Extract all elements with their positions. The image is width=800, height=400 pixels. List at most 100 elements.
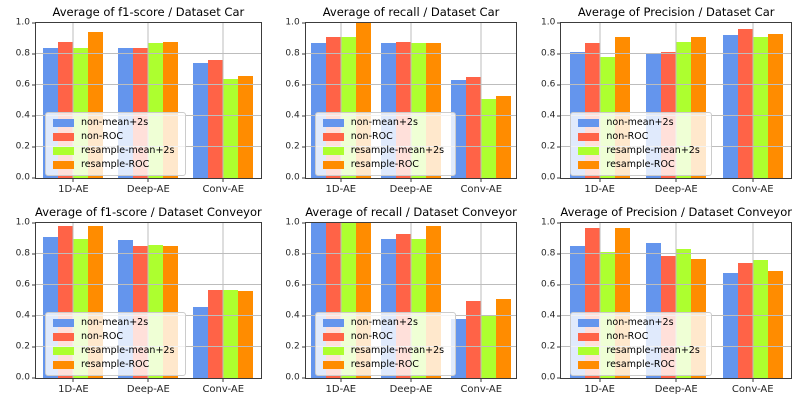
x-tick (222, 178, 224, 182)
y-tick-label: 0.6 (15, 279, 30, 290)
bar-resample-ROC-Conv-AE (767, 271, 783, 378)
y-tick (32, 22, 36, 24)
v-gridline (675, 223, 677, 378)
bar-resample-ROC-Conv-AE (238, 291, 254, 378)
y-tick-label: 1.0 (285, 17, 300, 28)
y-tick-label: 0.0 (285, 172, 300, 183)
bar-group-Conv-AE (446, 23, 516, 178)
plot-area: 0.0 0.2 0.4 0.6 0.8 1.0 1D-AE Deep-AE Conv-AE non… (16, 18, 262, 195)
y-tick-label: 0.4 (15, 110, 30, 121)
legend-swatch-resample-ROC (578, 161, 600, 169)
y-tick (32, 346, 36, 348)
y-tick (557, 315, 562, 317)
x-tick-label: Conv-AE (460, 184, 503, 195)
x-tick-label: 1D-AE (584, 384, 615, 395)
x-tick-label: Deep-AE (126, 184, 170, 195)
y-tick (301, 177, 306, 179)
legend-item: resample-ROC (53, 359, 174, 371)
chart-f1-score-car: Average of f1-score / Dataset Car 0.0 0.2… (0, 0, 270, 200)
legend-swatch-resample-mean+2s (578, 147, 600, 155)
x-tick-label: Deep-AE (654, 384, 698, 395)
x-tick-label: Conv-AE (731, 184, 774, 195)
y-tick (32, 115, 36, 117)
y-tick-label: 0.4 (15, 310, 30, 321)
x-tick-label: 1D-AE (584, 184, 615, 195)
v-gridline (752, 223, 754, 378)
legend-swatch-resample-mean+2s (322, 147, 344, 155)
legend-item: resample-mean+2s (578, 145, 700, 157)
legend-swatch-resample-mean+2s (578, 347, 600, 355)
legend-label: resample-mean+2s (350, 145, 445, 156)
y-tick (301, 53, 306, 55)
legend-swatch-non-ROC (53, 333, 74, 341)
legend-swatch-resample-mean+2s (53, 147, 74, 155)
bar-non-ROC-Conv-AE (208, 60, 224, 178)
legend-label: non-mean+2s (81, 117, 149, 128)
y-tick-label: 1.0 (541, 217, 556, 228)
y-tick-label: 0.0 (15, 372, 30, 383)
y-tick-label: 0.4 (541, 110, 556, 121)
v-gridline (147, 223, 149, 378)
bar-resample-ROC-Conv-AE (767, 33, 783, 178)
legend-item: resample-mean+2s (53, 145, 174, 157)
bar-resample-mean+2s-Conv-AE (752, 260, 768, 378)
legend-item: resample-mean+2s (322, 145, 445, 157)
legend-swatch-non-ROC (53, 133, 74, 141)
legend-label: non-mean+2s (606, 317, 674, 328)
legend: non-mean+2s non-ROC resample-mean+2s resamp… (314, 112, 457, 176)
y-tick (301, 222, 306, 224)
y-tick (301, 346, 306, 348)
y-tick (301, 22, 306, 24)
y-tick-label: 0.4 (541, 310, 556, 321)
bar-non-ROC-Conv-AE (737, 263, 753, 378)
bar-non-ROC-Conv-AE (737, 29, 753, 178)
legend-swatch-non-mean+2s (578, 319, 600, 327)
y-tick (557, 22, 562, 24)
y-tick-label: 0.6 (541, 279, 556, 290)
legend: non-mean+2s non-ROC resample-mean+2s resamp… (570, 112, 712, 176)
y-tick (557, 84, 562, 86)
v-gridline (599, 223, 601, 378)
v-gridline (222, 223, 224, 378)
bar-non-ROC-Conv-AE (208, 289, 224, 378)
bar-non-ROC-Conv-AE (466, 300, 482, 378)
legend-swatch-resample-ROC (578, 361, 600, 369)
legend-swatch-resample-mean+2s (53, 347, 74, 355)
y-tick (301, 84, 306, 86)
y-tick-label: 0.6 (15, 79, 30, 90)
y-tick-label: 0.6 (541, 79, 556, 90)
v-gridline (340, 23, 342, 178)
plot-area: 0.0 0.2 0.4 0.6 0.8 1.0 1D-AE Deep-AE Conv-AE non… (541, 18, 792, 195)
bar-resample-ROC-Conv-AE (238, 75, 254, 178)
y-tick (32, 253, 36, 255)
legend-label: resample-mean+2s (606, 345, 700, 356)
v-gridline (410, 23, 412, 178)
plot-area: 0.0 0.2 0.4 0.6 0.8 1.0 1D-AE Deep-AE Conv-AE non… (285, 18, 518, 195)
bar-group-Conv-AE (186, 223, 261, 378)
y-tick-label: 0.4 (285, 310, 300, 321)
y-tick (557, 146, 562, 148)
x-tick (599, 178, 601, 182)
y-tick-label: 0.2 (541, 341, 556, 352)
chart-precision-conveyor: Average of Precision / Dataset Conveyor … (525, 200, 800, 400)
x-tick (410, 378, 412, 382)
legend-label: resample-ROC (81, 359, 150, 370)
legend: non-mean+2s non-ROC resample-mean+2s resamp… (45, 312, 187, 376)
legend: non-mean+2s non-ROC resample-mean+2s resamp… (570, 312, 712, 376)
legend-label: resample-mean+2s (350, 345, 445, 356)
chart-title: Average of f1-score / Dataset Conveyor (35, 205, 262, 219)
legend-swatch-non-mean+2s (53, 319, 74, 327)
y-tick (32, 315, 36, 317)
legend-item: non-mean+2s (578, 317, 699, 329)
y-tick-label: 0.0 (285, 372, 300, 383)
y-tick-label: 1.0 (15, 217, 30, 228)
y-tick (301, 253, 306, 255)
legend-swatch-resample-ROC (322, 161, 344, 169)
bar-resample-mean+2s-Conv-AE (223, 289, 239, 378)
x-tick-label: 1D-AE (58, 184, 89, 195)
bar-resample-mean+2s-Conv-AE (481, 98, 497, 178)
legend-swatch-non-mean+2s (322, 319, 344, 327)
y-tick-label: 0.2 (541, 141, 556, 152)
chart-title: Average of recall / Dataset Conveyor (305, 205, 517, 219)
